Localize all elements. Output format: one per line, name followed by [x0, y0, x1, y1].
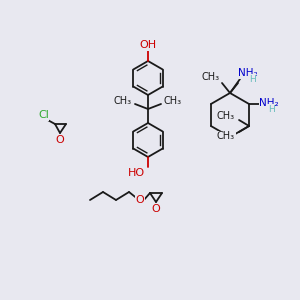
Text: CH₃: CH₃	[217, 131, 235, 141]
Text: HO: HO	[128, 168, 145, 178]
Text: H: H	[249, 74, 255, 83]
Text: O: O	[136, 195, 144, 205]
Text: CH₃: CH₃	[164, 96, 182, 106]
Text: O: O	[152, 204, 160, 214]
Text: NH₂: NH₂	[238, 68, 258, 78]
Text: Cl: Cl	[38, 110, 49, 120]
Text: O: O	[56, 135, 64, 145]
Text: CH₃: CH₃	[202, 72, 220, 82]
Text: OH: OH	[140, 40, 157, 50]
Text: CH₃: CH₃	[217, 111, 235, 121]
Text: CH₃: CH₃	[114, 96, 132, 106]
Text: H: H	[268, 104, 274, 113]
Text: NH₂: NH₂	[259, 98, 279, 108]
